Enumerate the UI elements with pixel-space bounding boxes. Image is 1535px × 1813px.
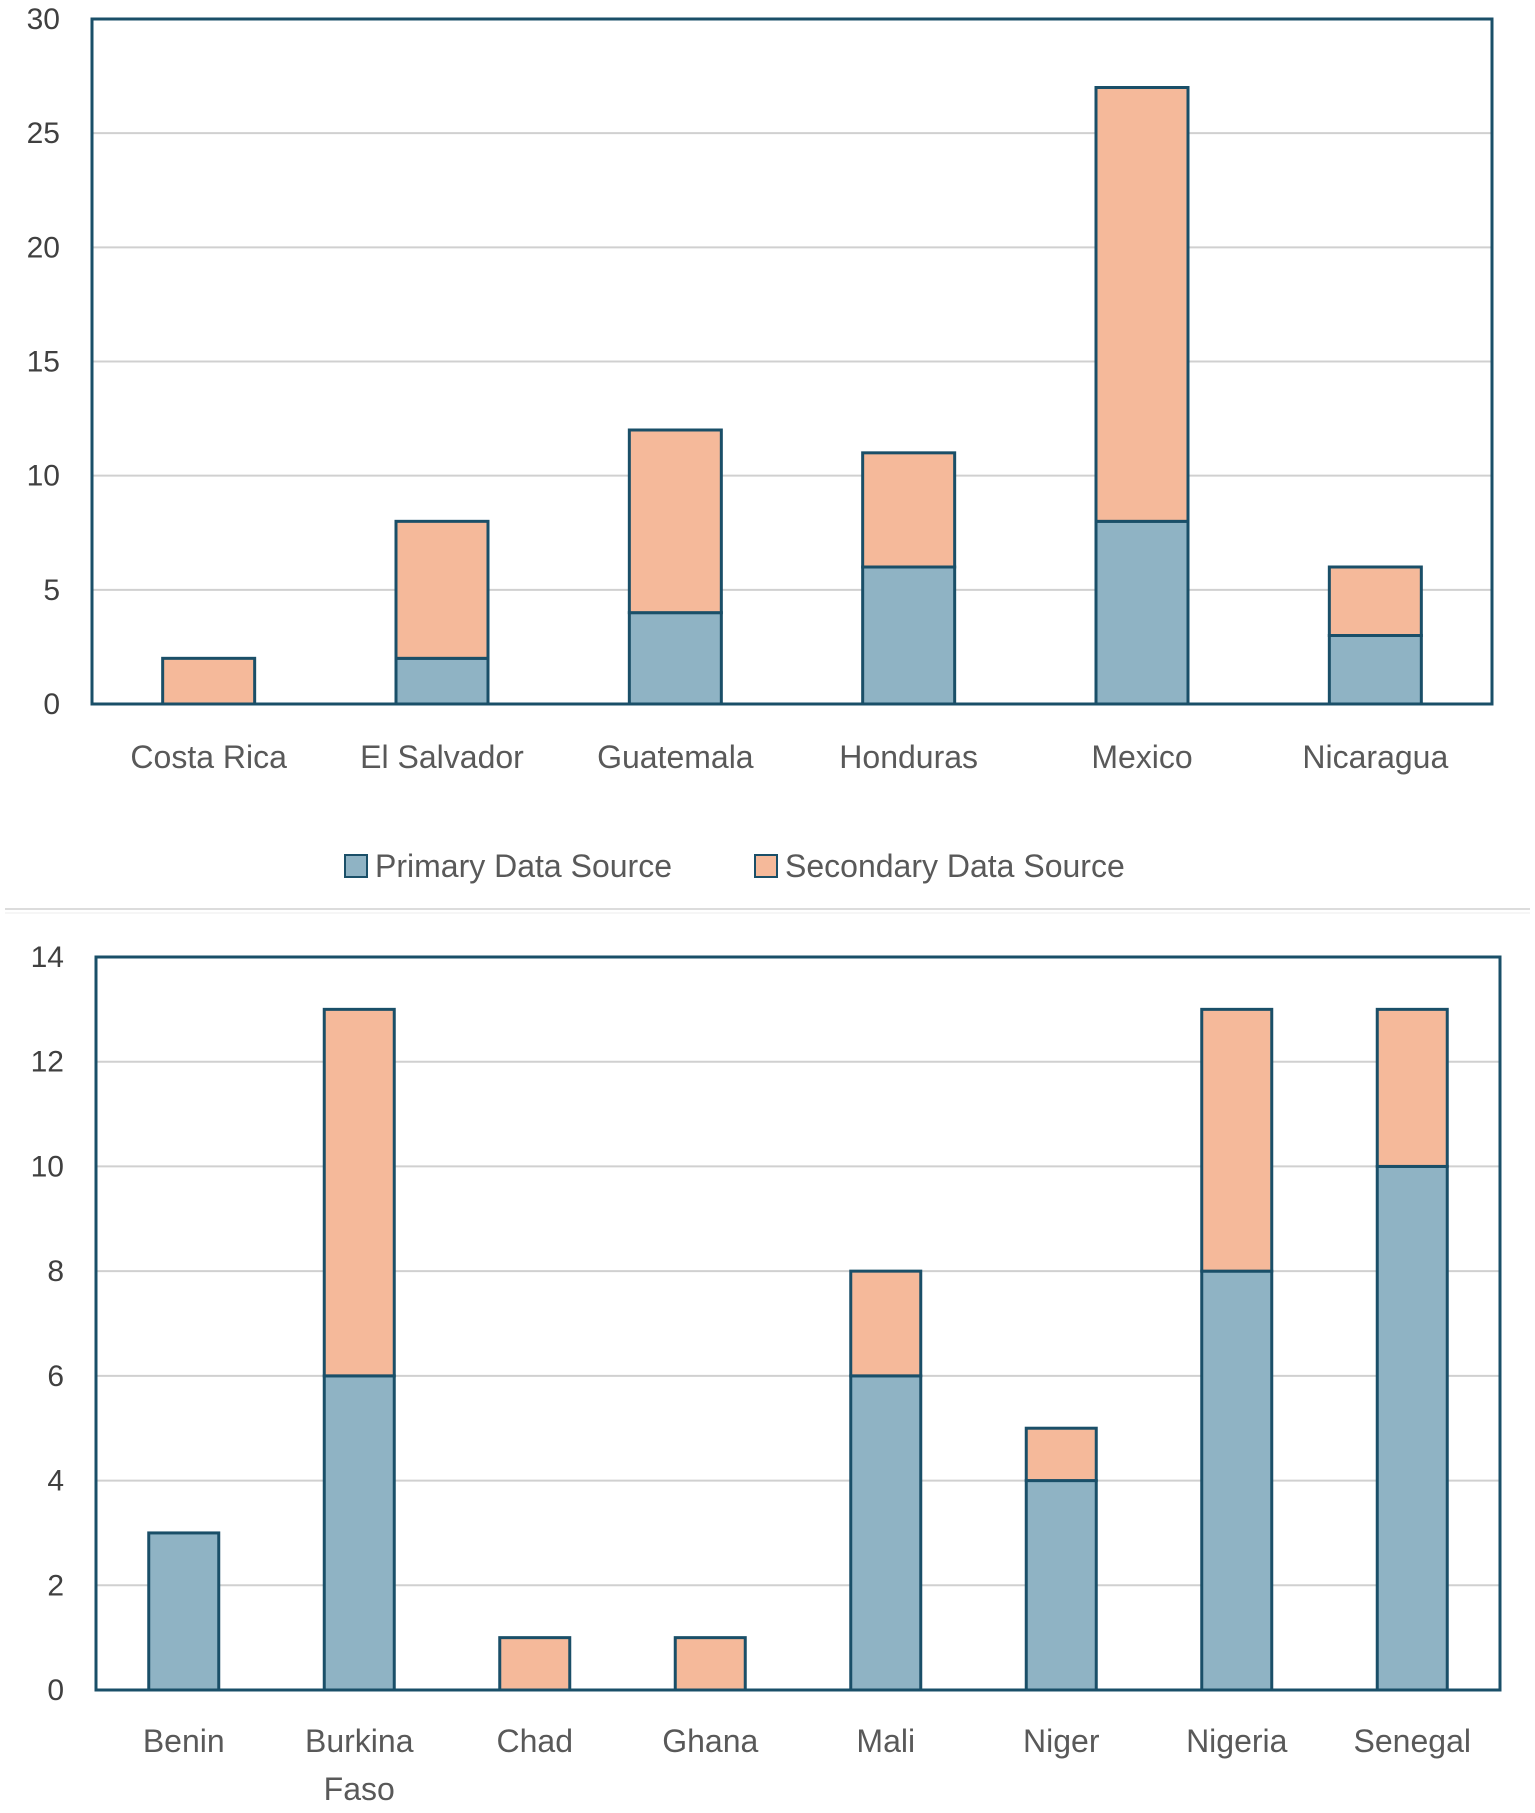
x-category-label: Niger [1023,1723,1100,1759]
bar-primary [1200,1269,1274,1692]
y-tick-label: 5 [43,574,60,607]
bar-primary [322,1374,396,1692]
x-category-label: Mali [856,1723,915,1759]
bar-primary [394,656,490,706]
x-category-label: Honduras [839,739,978,775]
y-tick-label: 6 [47,1360,64,1393]
bar-primary [1375,1164,1449,1692]
bar-primary [627,611,723,706]
y-tick-label: 25 [27,117,60,150]
legend-swatch-primary [344,854,368,878]
bar-secondary [498,1636,572,1692]
chart-west-africa: 0 2 4 6 8 10 12 14 Benin Burkina Faso Chad Ghana Mali… [31,941,1502,1807]
x-category-label: Guatemala [597,739,754,775]
bar-secondary [1200,1007,1274,1273]
y-tick-label: 15 [27,346,60,379]
bar-primary [1327,634,1423,706]
plot-frame [90,17,1494,706]
bar-secondary [1375,1007,1449,1168]
y-tick-label: 8 [47,1255,64,1288]
x-category-label: Ghana [662,1723,758,1759]
bar-secondary [673,1636,747,1692]
x-category-label: El Salvador [360,739,524,775]
legend: Primary Data Source Secondary Data Sourc… [344,848,1125,884]
bar-primary [849,1374,923,1692]
y-tick-label: 4 [47,1465,64,1498]
y-tick-label: 14 [31,941,64,974]
bar-secondary [322,1007,396,1378]
x-category-label: Burkina [305,1723,414,1759]
bar-secondary [1327,565,1423,637]
x-category-label: Mexico [1091,739,1192,775]
bar-secondary [394,519,490,660]
bar-secondary [849,1269,923,1378]
legend-swatch-secondary [754,854,778,878]
bar-primary [147,1531,221,1692]
bar-primary [1094,519,1190,706]
bar-secondary [1094,86,1190,523]
x-category-label: Nigeria [1186,1723,1288,1759]
y-tick-label: 2 [47,1569,64,1602]
y-tick-label: 10 [27,460,60,493]
x-category-label: Costa Rica [130,739,287,775]
y-tick-label: 10 [31,1150,64,1183]
y-tick-label: 12 [31,1046,64,1079]
plot-area [96,957,1500,1690]
bar-secondary [1024,1426,1098,1483]
bar-primary [861,565,957,706]
section-divider [5,908,1530,914]
x-category-label: Nicaragua [1302,739,1448,775]
legend-label-secondary: Secondary Data Source [785,848,1125,884]
bar-primary [1024,1479,1098,1692]
x-category-label: Benin [143,1723,225,1759]
legend-label-primary: Primary Data Source [375,848,672,884]
bar-secondary [161,656,257,706]
y-tick-label: 0 [47,1674,64,1707]
x-category-label: Chad [497,1723,574,1759]
y-tick-label: 0 [43,688,60,721]
y-tick-label: 20 [27,231,60,264]
y-tick-label: 30 [27,3,60,36]
plot-frame [94,955,1502,1692]
chart-central-america: 0 5 10 15 20 25 30 Costa Rica El Salvador Guatema… [27,3,1494,775]
x-category-label: Faso [324,1771,395,1807]
bar-secondary [861,451,957,569]
x-category-label: Senegal [1354,1723,1471,1759]
bar-secondary [627,428,723,615]
